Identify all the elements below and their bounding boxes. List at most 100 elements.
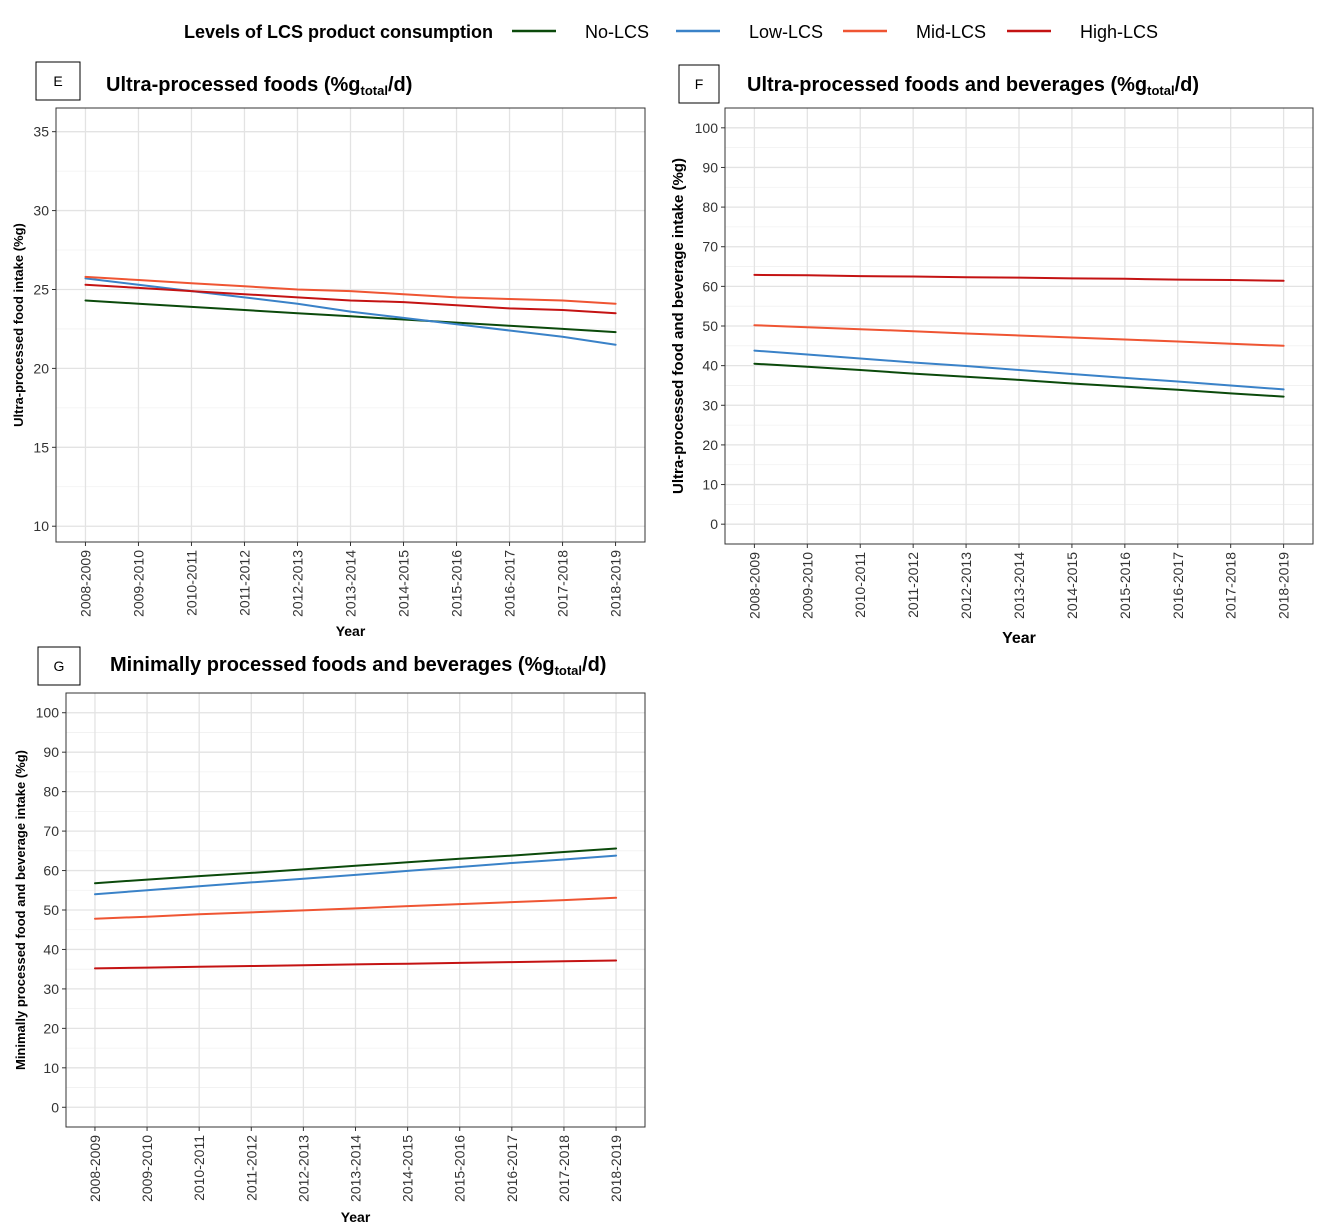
x-tick-label: 2013-2014: [348, 1135, 364, 1202]
x-tick-label: 2015-2016: [452, 1135, 468, 1202]
x-tick-label: 2009-2010: [130, 550, 146, 617]
legend-label-high-lcs: High-LCS: [1080, 22, 1158, 42]
series-line-high-lcs: [84, 283, 617, 315]
y-axis-label: Ultra-processed food and beverage intake…: [670, 158, 687, 494]
y-tick-label: 100: [36, 705, 60, 721]
x-tick-label: 2010-2011: [191, 1135, 207, 1201]
y-tick-label: 15: [33, 439, 49, 455]
series-line-high-lcs: [753, 273, 1285, 282]
y-tick-label: 90: [43, 744, 59, 760]
legend-label-mid-lcs: Mid-LCS: [916, 22, 986, 42]
legend-title: Levels of LCS product consumption: [184, 22, 493, 42]
panel-badge: [37, 646, 81, 686]
panel-title: Ultra-processed foods and beverages (%gt…: [747, 74, 1199, 98]
x-tick-label: 2014-2015: [400, 1135, 416, 1202]
y-tick-label: 0: [710, 516, 718, 532]
y-tick-label: 70: [702, 239, 718, 255]
x-tick-label: 2015-2016: [449, 550, 465, 617]
y-tick-label: 50: [702, 318, 718, 334]
x-tick-label: 2013-2014: [343, 550, 359, 617]
series-line-mid-lcs: [84, 275, 617, 305]
y-tick-label: 10: [702, 477, 718, 493]
y-tick-label: 25: [33, 281, 49, 297]
panel-letter: F: [695, 76, 704, 92]
y-tick-label: 50: [43, 902, 59, 918]
legend: Levels of LCS product consumption No-LCS…: [184, 22, 1158, 42]
y-tick-label: 0: [51, 1099, 59, 1115]
x-tick-label: 2012-2013: [295, 1135, 311, 1202]
panel-title: Ultra-processed foods (%gtotal/d): [106, 74, 412, 98]
x-tick-label: 2016-2017: [504, 1135, 520, 1202]
y-tick-label: 60: [43, 863, 59, 879]
series-line-no-lcs: [84, 299, 617, 334]
y-tick-label: 40: [43, 941, 59, 957]
panel-letter: G: [54, 658, 65, 674]
x-tick-label: 2015-2016: [1117, 552, 1133, 619]
panel-f: F Ultra-processed foods and beverages (%g…: [670, 64, 1314, 647]
series-line-low-lcs: [94, 854, 618, 896]
x-tick-label: 2013-2014: [1011, 552, 1027, 619]
y-axis-label: Minimally processed food and beverage in…: [13, 750, 28, 1070]
series-line-no-lcs: [94, 847, 618, 885]
y-tick-label: 40: [702, 358, 718, 374]
x-tick-label: 2008-2009: [87, 1135, 103, 1202]
legend-label-no-lcs: No-LCS: [585, 22, 649, 42]
y-tick-label: 80: [702, 199, 718, 215]
x-tick-label: 2017-2018: [556, 1135, 572, 1202]
series-line-mid-lcs: [94, 896, 618, 920]
series-line-high-lcs: [94, 959, 618, 970]
x-axis-label: Year: [336, 623, 366, 639]
y-tick-label: 20: [33, 360, 49, 376]
y-tick-label: 30: [702, 397, 718, 413]
x-tick-label: 2009-2010: [799, 552, 815, 619]
y-tick-label: 30: [33, 203, 49, 219]
y-tick-label: 35: [33, 124, 49, 140]
panel-badge: [678, 64, 720, 104]
x-tick-label: 2017-2018: [555, 550, 571, 617]
x-tick-label: 2010-2011: [183, 550, 199, 616]
x-tick-label: 2011-2012: [236, 550, 252, 616]
x-tick-label: 2014-2015: [396, 550, 412, 617]
y-tick-label: 20: [43, 1020, 59, 1036]
y-tick-label: 60: [702, 278, 718, 294]
panel-g: G Minimally processed foods and beverages…: [13, 646, 646, 1225]
x-tick-label: 2018-2019: [1276, 552, 1292, 619]
x-tick-label: 2018-2019: [608, 1135, 624, 1202]
panel-e: E Ultra-processed foods (%gtotal/d) 10 15 20…: [11, 61, 646, 639]
y-tick-label: 90: [702, 159, 718, 175]
panel-letter: E: [53, 73, 62, 89]
x-tick-label: 2016-2017: [1170, 552, 1186, 619]
y-tick-label: 80: [43, 784, 59, 800]
x-tick-label: 2012-2013: [289, 550, 305, 617]
x-tick-label: 2009-2010: [139, 1135, 155, 1202]
y-tick-label: 10: [43, 1060, 59, 1076]
x-tick-label: 2014-2015: [1064, 552, 1080, 619]
y-tick-label: 30: [43, 981, 59, 997]
x-tick-label: 2012-2013: [958, 552, 974, 619]
series-line-mid-lcs: [753, 324, 1285, 347]
x-tick-label: 2011-2012: [243, 1135, 259, 1201]
x-tick-label: 2008-2009: [746, 552, 762, 619]
y-tick-label: 100: [695, 120, 719, 136]
series-line-low-lcs: [753, 349, 1285, 391]
x-axis-label: Year: [1002, 630, 1036, 647]
y-tick-label: 70: [43, 823, 59, 839]
x-tick-label: 2018-2019: [608, 550, 624, 617]
x-tick-label: 2017-2018: [1223, 552, 1239, 619]
x-tick-label: 2010-2011: [852, 552, 868, 618]
y-tick-label: 10: [33, 518, 49, 534]
x-tick-label: 2011-2012: [905, 552, 921, 618]
gridlines: [725, 107, 1313, 545]
panel-title: Minimally processed foods and beverages …: [110, 654, 606, 678]
legend-label-low-lcs: Low-LCS: [749, 22, 823, 42]
x-tick-label: 2008-2009: [77, 550, 93, 617]
y-tick-label: 20: [702, 437, 718, 453]
series-line-no-lcs: [753, 362, 1285, 398]
gridlines: [56, 108, 645, 542]
x-tick-label: 2016-2017: [502, 550, 518, 617]
panel-badge: [35, 61, 81, 101]
x-axis-label: Year: [341, 1209, 371, 1225]
series-line-low-lcs: [84, 277, 617, 346]
y-axis-label: Ultra-processed food intake (%g): [11, 223, 26, 427]
